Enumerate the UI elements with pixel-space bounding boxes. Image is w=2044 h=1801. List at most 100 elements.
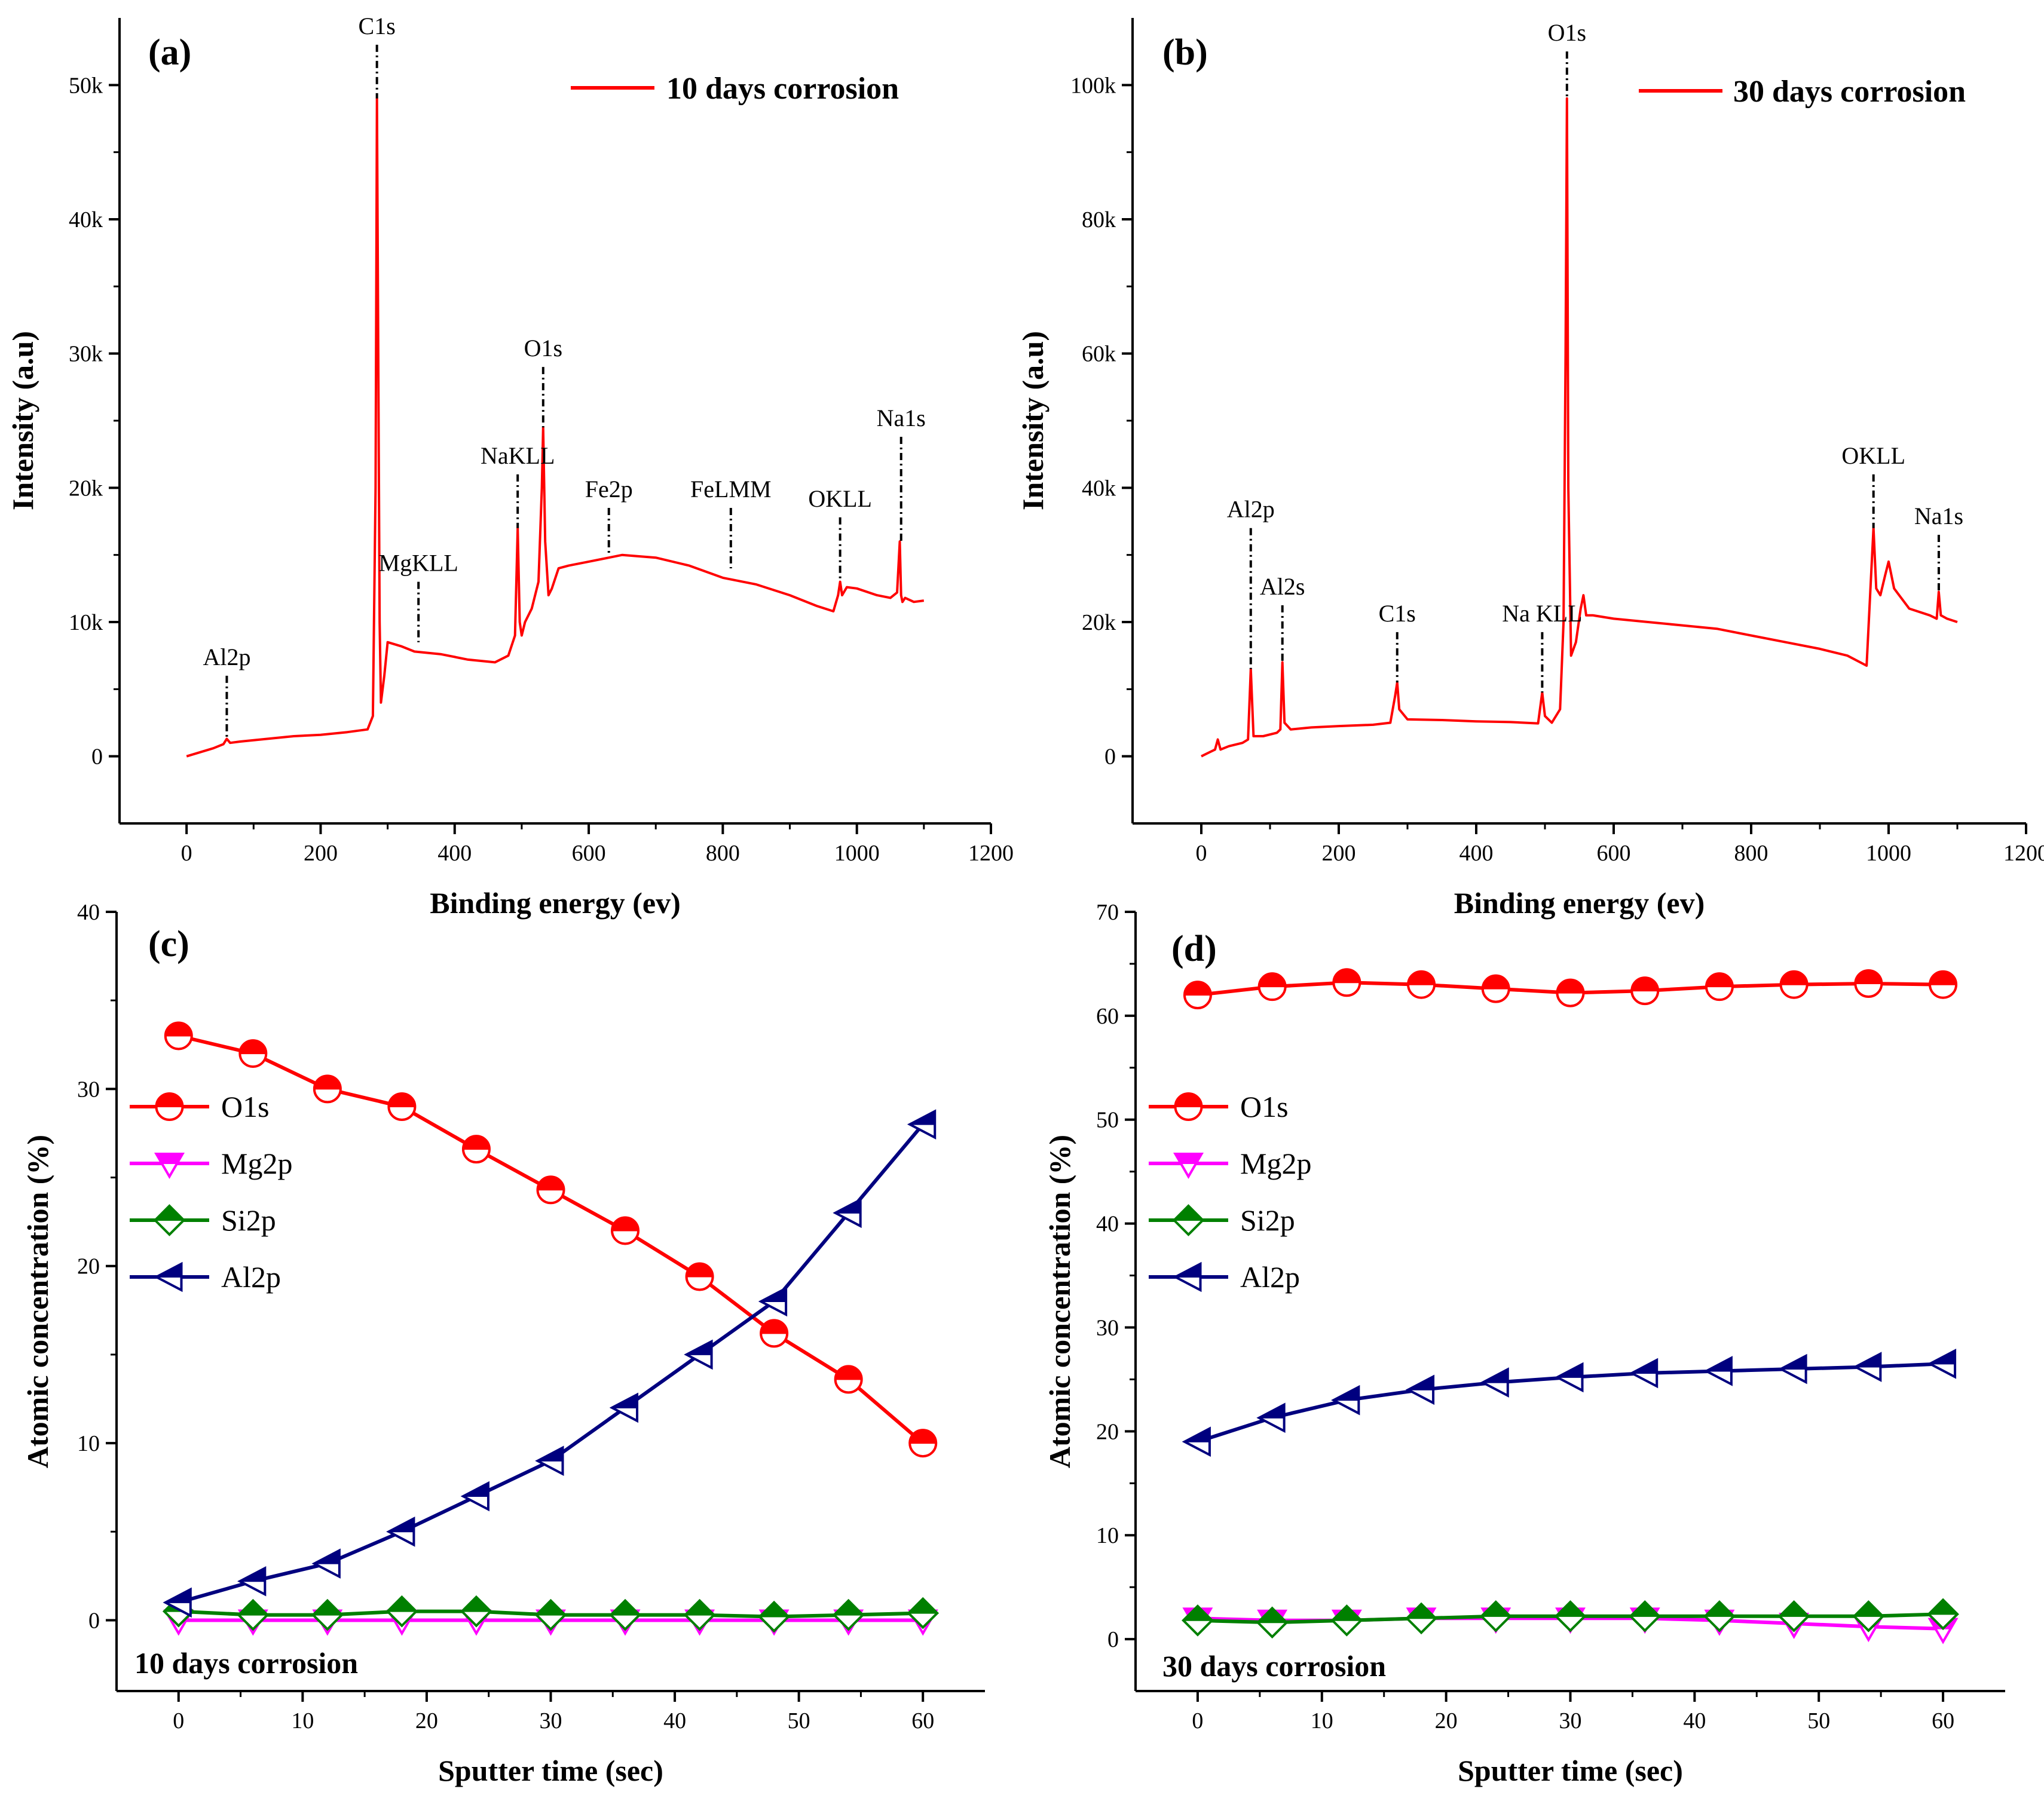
y-tick-label: 10 <box>1096 1523 1119 1548</box>
data-point <box>1929 970 1958 999</box>
x-axis-title: Sputter time (sec) <box>438 1754 663 1787</box>
data-point <box>153 1204 186 1236</box>
x-tick-label: 40 <box>1683 1708 1706 1733</box>
peak-label: O1s <box>1548 19 1586 46</box>
peak-label: Na1s <box>1914 503 1963 529</box>
y-tick-label: 40k <box>1082 476 1116 501</box>
data-point <box>164 1021 193 1050</box>
y-tick-label: 50k <box>69 73 103 98</box>
x-tick-label: 1200 <box>968 841 1014 866</box>
data-point <box>1330 1604 1363 1637</box>
data-point <box>238 1039 268 1068</box>
data-point <box>386 1516 415 1547</box>
data-point <box>1405 1602 1437 1635</box>
chart-panel-a: 0 200 400 600 800 1000 1200 0 10k 20k 30k 40k 50k Bin… <box>6 13 1014 920</box>
x-tick-label: 20 <box>1435 1708 1458 1733</box>
x-tick-label: 30 <box>540 1708 562 1733</box>
panel-label: (d) <box>1171 929 1217 969</box>
data-point <box>1779 970 1809 999</box>
data-point <box>536 1175 565 1205</box>
corrosion-annotation: 30 days corrosion <box>1162 1649 1386 1683</box>
y-tick-label: 80k <box>1082 207 1116 232</box>
spectrum-line <box>1201 97 1958 758</box>
peak-label: Na KLL <box>1502 600 1582 627</box>
data-point <box>1182 1426 1211 1457</box>
peak-label: FeLMM <box>690 476 772 503</box>
axes-frame <box>115 912 985 1692</box>
data-point <box>1405 1374 1435 1405</box>
x-tick-label: 200 <box>1322 841 1356 866</box>
x-tick-label: 20 <box>415 1708 438 1733</box>
peak-label: Na1s <box>877 405 926 431</box>
spectrum-line <box>186 97 925 758</box>
chart-panel-b: 0 200 400 600 800 1000 1200 0 20k 40k 60k 80k 100k Bi… <box>1016 18 2044 920</box>
x-tick-label: 50 <box>1807 1708 1830 1733</box>
y-axis-title: Atomic concentration (%) <box>1043 1135 1076 1468</box>
peak-label: C1s <box>359 13 396 39</box>
data-point <box>1854 969 1883 998</box>
peak-label: Al2p <box>1227 496 1275 523</box>
x-tick-label: 1000 <box>1866 841 1911 866</box>
legend-label: Si2p <box>221 1203 276 1237</box>
data-point <box>683 1598 716 1631</box>
peak-label: O1s <box>524 335 562 362</box>
data-point <box>1256 1402 1286 1434</box>
series-line <box>178 1034 925 1445</box>
corrosion-annotation: 10 days corrosion <box>134 1646 358 1680</box>
y-tick-label: 20 <box>77 1254 100 1279</box>
data-point <box>1257 972 1287 1001</box>
y-axis-title: Intensity (a.u) <box>6 331 39 510</box>
data-point <box>1630 976 1660 1006</box>
data-point <box>1703 1356 1733 1386</box>
legend-label: Mg2p <box>221 1147 292 1180</box>
data-point <box>1481 974 1510 1003</box>
x-tick-label: 400 <box>1459 841 1494 866</box>
y-tick-label: 60k <box>1082 342 1116 367</box>
data-point <box>758 1600 790 1633</box>
data-point <box>684 1339 713 1370</box>
data-point <box>1705 972 1734 1001</box>
x-axis-title: Sputter time (sec) <box>1458 1754 1683 1787</box>
data-point <box>1852 1600 1885 1632</box>
y-axis-title: Intensity (a.u) <box>1016 331 1049 510</box>
data-point <box>154 1153 185 1179</box>
data-point <box>1927 1598 1959 1631</box>
legend-label: 10 days corrosion <box>666 72 899 106</box>
data-point <box>1182 1604 1214 1637</box>
data-point <box>1778 1353 1807 1385</box>
legend-label: O1s <box>221 1090 270 1123</box>
x-tick-label: 400 <box>437 841 472 866</box>
axes-frame <box>1131 18 2026 825</box>
x-tick-label: 1000 <box>834 841 880 866</box>
peak-label: NaKLL <box>481 442 555 469</box>
data-point <box>1703 1600 1736 1632</box>
data-point <box>908 1429 938 1458</box>
x-tick-label: 60 <box>1932 1708 1954 1733</box>
panel-label: (a) <box>148 32 191 73</box>
x-tick-label: 800 <box>1734 841 1768 866</box>
peak-label: MgKLL <box>379 550 458 577</box>
data-point <box>311 1548 341 1579</box>
data-point <box>1332 968 1361 997</box>
legend-label: 30 days corrosion <box>1733 75 1966 109</box>
x-tick-label: 10 <box>291 1708 314 1733</box>
data-point <box>611 1216 640 1245</box>
legend-label: Si2p <box>1240 1203 1295 1237</box>
data-point <box>154 1261 183 1292</box>
data-point <box>535 1445 564 1477</box>
data-point <box>1853 1352 1882 1382</box>
y-tick-label: 30k <box>69 342 103 367</box>
data-point <box>1927 1349 1957 1379</box>
data-point <box>1331 1385 1360 1416</box>
y-tick-label: 30 <box>1096 1315 1119 1340</box>
data-point <box>387 1092 417 1121</box>
y-tick-label: 40 <box>77 900 100 925</box>
y-tick-label: 40k <box>69 207 103 232</box>
data-point <box>834 1365 863 1394</box>
data-point <box>1174 1092 1203 1121</box>
data-point <box>460 1481 489 1512</box>
y-tick-label: 20k <box>1082 610 1116 635</box>
x-tick-label: 30 <box>1559 1708 1582 1733</box>
x-tick-label: 0 <box>181 841 192 866</box>
